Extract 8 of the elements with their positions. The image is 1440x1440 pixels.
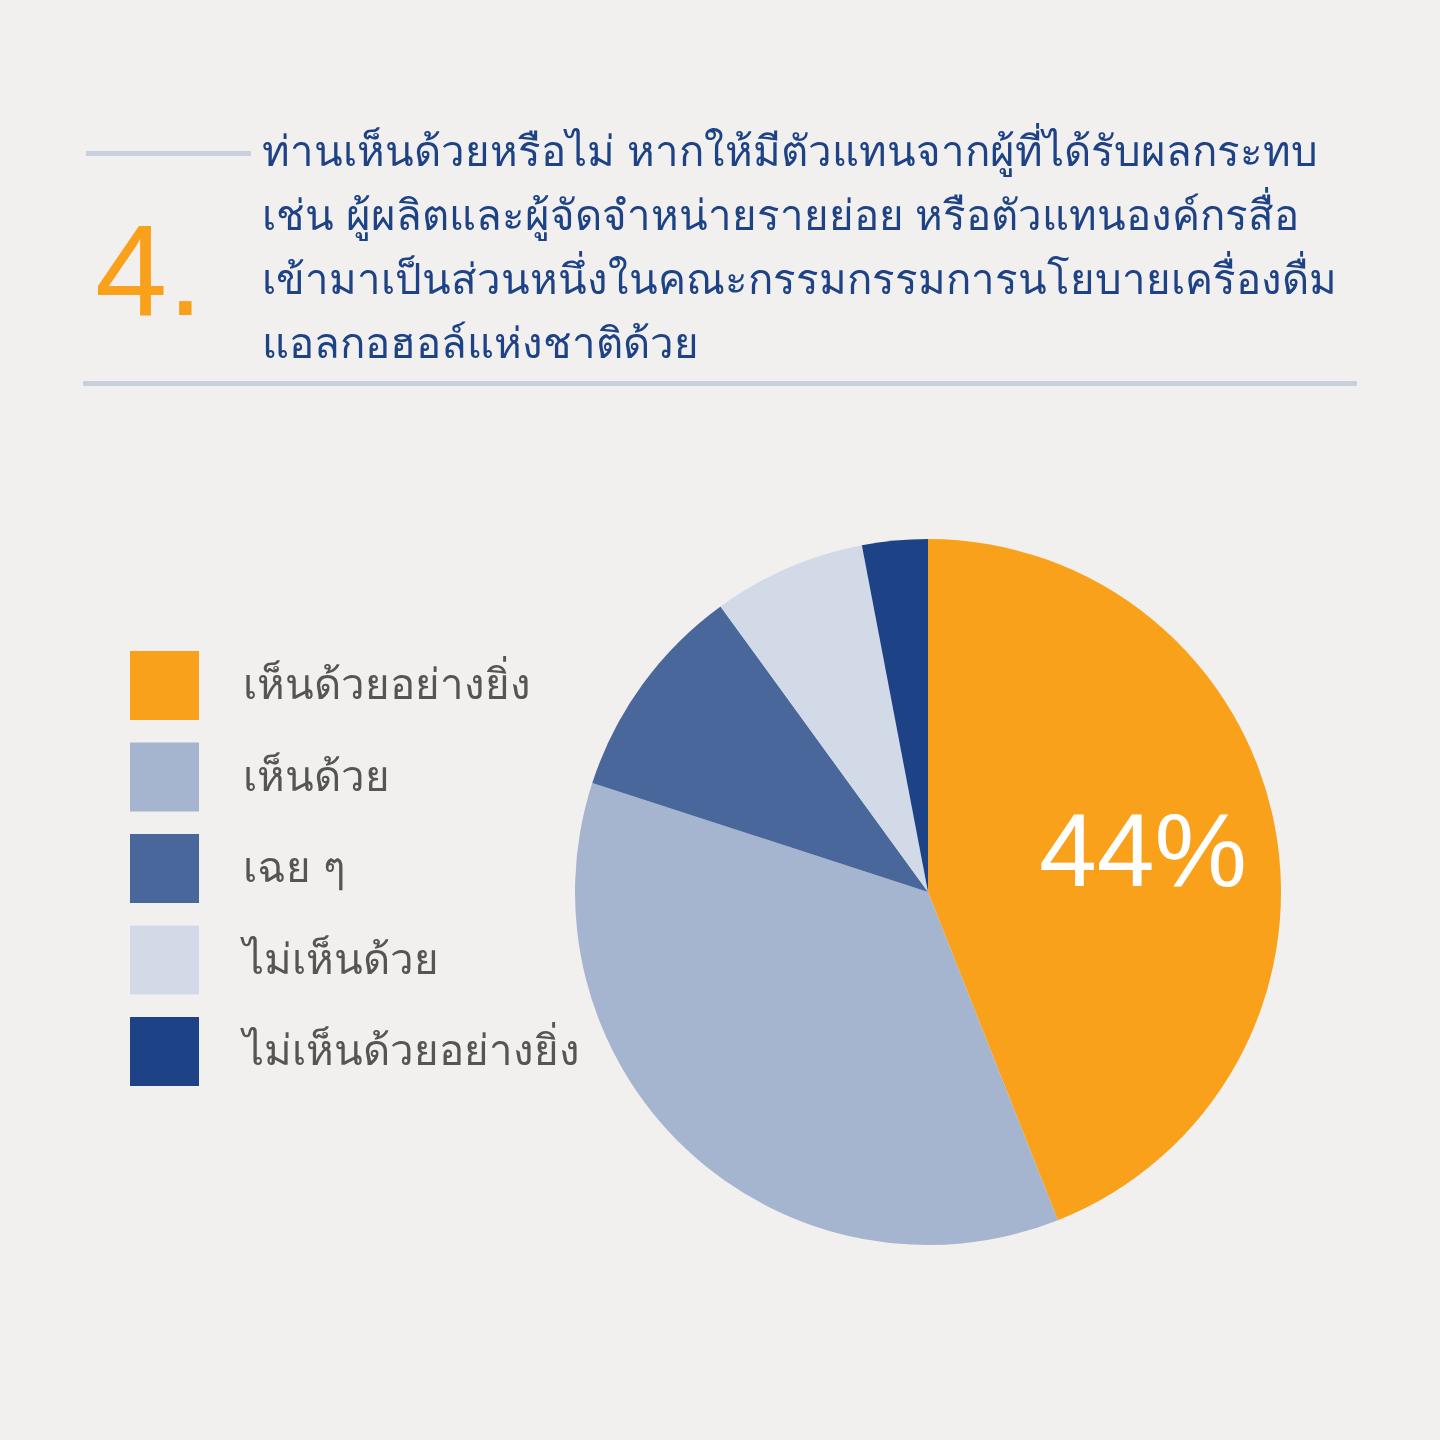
legend-label: เฉย ๆ [243,844,346,891]
chart-title: ท่านเห็นด้วยหรือไม่ หากให้มีตัวแทนจากผู้ที่ได้รับผลกระทบ เช่น ผู้ผลิตและผู้จัดจำหน่ายรายย่อย หรือตัวแทนองค์กรสื่อ เข้ามาเป็นส่วนหนึ่งในคณะกรรมกรรมการนโยบายเครื่องดื่มแอลกอฮอล์แห่งชาติด้วย [262,122,1338,369]
data-label: 44% [1038,791,1248,908]
legend-label: เห็นด้วยอย่างยิ่ง [243,656,531,708]
legend-label: ไม่เห็นด้วยอย่างยิ่ง [240,1022,580,1074]
legend-label: เห็นด้วย [243,751,390,800]
text: 4. [95,196,204,345]
legend-label: ไม่เห็นด้วย [240,934,439,983]
